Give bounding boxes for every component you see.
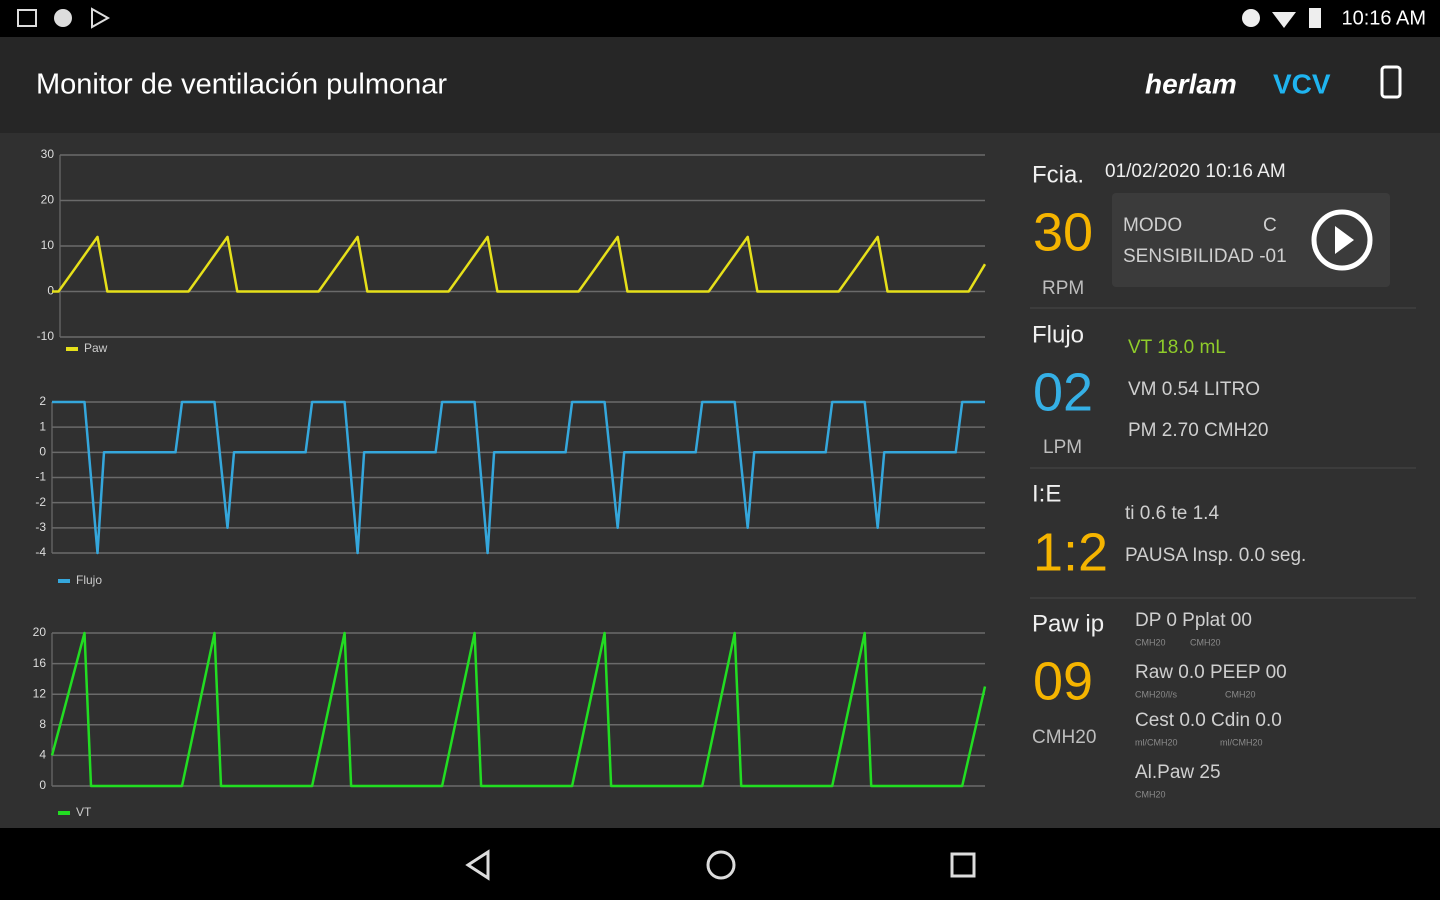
row: ti 0.6 te 1.4 [1125, 503, 1219, 524]
app-title: Monitor de ventilación pulmonar [36, 69, 447, 101]
item-text: Al.Paw 25 [1135, 762, 1221, 783]
y-tick-label: -4 [35, 545, 46, 559]
play-button[interactable] [1311, 209, 1373, 271]
y-tick-label: 16 [33, 656, 47, 670]
unit: CMH20 [1032, 727, 1096, 748]
value: 30 [1033, 202, 1093, 262]
y-tick-label: -2 [35, 495, 46, 509]
status-time: 10:16 AM [1341, 7, 1426, 29]
y-tick-label: 0 [39, 445, 46, 459]
item-unit: CMH20 [1135, 789, 1166, 799]
item-text: Cest 0.0 Cdin 0.0 [1135, 710, 1282, 731]
y-tick-label: 12 [33, 686, 47, 700]
mode-box [1112, 193, 1390, 287]
y-tick-label: 4 [39, 748, 46, 762]
y-tick-label: -10 [37, 329, 55, 343]
legend-label: VT [76, 805, 92, 819]
item-unit: CMH20/l/s [1135, 689, 1178, 699]
series-line [50, 631, 987, 788]
label: Paw ip [1032, 610, 1104, 637]
status-bar [0, 0, 1440, 37]
label: I:E [1032, 480, 1061, 507]
y-tick-label: 0 [47, 284, 54, 298]
y-tick-label: 20 [33, 625, 47, 639]
play-icon [1335, 226, 1354, 254]
item-unit: ml/CMH20 [1220, 737, 1263, 747]
mode: VCV [1273, 68, 1331, 99]
legend-swatch [66, 347, 78, 351]
status-icon [54, 9, 72, 27]
item-unit: ml/CMH20 [1135, 737, 1178, 747]
y-tick-label: 20 [41, 193, 55, 207]
row: PM 2.70 CMH20 [1128, 420, 1268, 441]
y-tick-label: 30 [41, 147, 55, 161]
value: 1:2 [1033, 522, 1108, 582]
status-icon [17, 9, 37, 27]
y-tick-label: 0 [39, 778, 46, 792]
device-button[interactable] [1380, 65, 1402, 99]
row: VM 0.54 LITRO [1128, 379, 1260, 400]
side-panel: Fcia. 01/02/2020 10:16 AM 30 RPM MODO C … [1030, 161, 1416, 799]
row: PAUSA Insp. 0.0 seg. [1125, 545, 1306, 566]
wifi-icon [1272, 12, 1296, 28]
legend-swatch [58, 579, 70, 583]
item-text: Raw 0.0 PEEP 00 [1135, 662, 1287, 683]
legend-label: Flujo [76, 573, 102, 587]
mode-label: MODO [1123, 215, 1182, 236]
item-unit: CMH20 [1225, 689, 1256, 699]
row: VT 18.0 mL [1128, 337, 1226, 358]
datetime: 01/02/2020 10:16 AM [1105, 161, 1286, 182]
item-unit: CMH20 [1135, 637, 1166, 647]
status-icon [91, 7, 111, 29]
y-tick-label: -3 [35, 520, 46, 534]
series-line [52, 235, 987, 293]
app-bar [0, 37, 1440, 133]
item-unit: CMH20 [1190, 637, 1221, 647]
sensitivity: SENSIBILIDAD -01 [1123, 246, 1287, 267]
status-icon [1242, 9, 1260, 27]
back-button[interactable] [465, 849, 490, 881]
nav-bar [0, 828, 1440, 900]
value: 02 [1033, 362, 1093, 422]
mode-value: C [1263, 215, 1277, 236]
y-tick-label: -1 [35, 470, 46, 484]
y-tick-label: 1 [39, 419, 46, 433]
value: 09 [1033, 651, 1093, 711]
recents-button[interactable] [950, 852, 976, 878]
item-text: DP 0 Pplat 00 [1135, 610, 1252, 631]
label: Fcia. [1032, 161, 1084, 188]
legend-label: Paw [84, 341, 108, 355]
unit: RPM [1042, 278, 1084, 299]
home-button[interactable] [706, 850, 736, 880]
legend-swatch [58, 811, 70, 815]
unit: LPM [1043, 437, 1082, 458]
y-tick-label: 10 [41, 238, 55, 252]
paw-items: DP 0 Pplat 00 CMH20 CMH20 Raw 0.0 PEEP 00 CM… [1135, 610, 1287, 799]
battery-icon [1309, 8, 1321, 28]
label: Flujo [1032, 321, 1084, 348]
brand: herlam [1145, 68, 1237, 99]
y-tick-label: 2 [39, 394, 46, 408]
series-line [52, 400, 985, 555]
y-tick-label: 8 [39, 717, 46, 731]
